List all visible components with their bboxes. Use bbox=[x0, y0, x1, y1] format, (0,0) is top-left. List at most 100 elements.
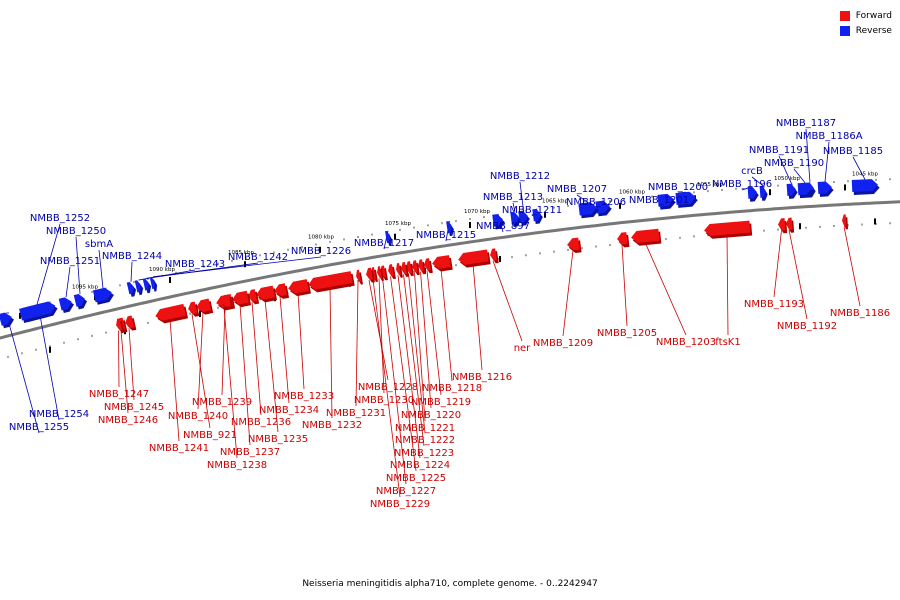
gene-arrow-nmbb_1227 bbox=[380, 265, 388, 281]
gene-arrow-nmbb_1211 bbox=[532, 208, 543, 225]
gene-arrow-nmbb_1239 bbox=[220, 294, 234, 310]
gene-arrow-body bbox=[134, 280, 141, 293]
gene-label-nmbb_1238: NMBB_1238 bbox=[207, 460, 267, 471]
gene-arrow-nmbb_1190 bbox=[797, 182, 814, 199]
gene-arrow-body bbox=[380, 265, 386, 278]
gene-label-nmbb_1234: NMBB_1234 bbox=[259, 405, 319, 416]
gene-label-nmbb_1250: NMBB_1250 bbox=[46, 226, 106, 237]
gene-label-nmbb_1215: NMBB_1215 bbox=[416, 230, 476, 241]
leader-line bbox=[644, 242, 687, 336]
gene-label-nmbb_1224: NMBB_1224 bbox=[390, 460, 450, 471]
gene-label-ner: ner bbox=[514, 343, 531, 354]
gene-arrow-nmbb_921 bbox=[188, 301, 200, 317]
gene-arrows bbox=[0, 179, 880, 334]
gene-arrow-nmbb_1205 bbox=[617, 232, 630, 248]
gene-arrow-nmbb_1251 bbox=[58, 297, 74, 314]
gene-arrow-nmbb_1229 bbox=[371, 267, 378, 283]
gene-arrow-nmbb_897 bbox=[492, 214, 505, 230]
leader-line bbox=[788, 229, 808, 320]
gene-arrow-body bbox=[595, 200, 610, 214]
gene-arrow-nmbb_1235 bbox=[256, 285, 278, 303]
gene-arrow-body bbox=[116, 318, 123, 331]
gene-arrow-body bbox=[396, 262, 401, 276]
leader-line bbox=[130, 261, 133, 282]
gene-arrow-nmbb_1244 bbox=[126, 281, 137, 297]
label-leaders bbox=[5, 128, 866, 498]
leader-line bbox=[621, 244, 628, 327]
gene-label-nmbb_1251: NMBB_1251 bbox=[40, 256, 100, 267]
leader-line bbox=[397, 275, 421, 459]
legend-forward: Forward bbox=[839, 8, 892, 23]
gene-arrow-body bbox=[232, 290, 250, 305]
gene-label-nmbb_1228: NMBB_1228 bbox=[358, 382, 418, 393]
gene-label-nmbb_1213: NMBB_1213 bbox=[483, 192, 543, 203]
gene-label-nmbb_1242: NMBB_1242 bbox=[228, 252, 288, 263]
leader-line bbox=[420, 271, 432, 409]
leader-line bbox=[279, 296, 290, 404]
leader-line bbox=[426, 270, 442, 396]
gene-arrow-body bbox=[188, 301, 198, 315]
gene-arrow-sbma bbox=[92, 287, 114, 305]
gene-label-nmbb_1236: NMBB_1236 bbox=[231, 417, 291, 428]
leader-line bbox=[852, 156, 866, 180]
gene-arrow-body bbox=[220, 294, 232, 308]
gene-arrow-nmbb_1216 bbox=[458, 249, 491, 268]
legend: Forward Reverse bbox=[839, 8, 892, 38]
genome-caption: Neisseria meningitidis alpha710, complet… bbox=[302, 579, 598, 589]
gene-label-nmbb_1226: NMBB_1226 bbox=[291, 246, 351, 257]
gene-arrow-nmbb_1240 bbox=[196, 298, 214, 315]
gene-label-nmbb_1190: NMBB_1190 bbox=[764, 158, 824, 169]
gene-label-nmbb_1237: NMBB_1237 bbox=[220, 447, 280, 458]
gene-arrow-nmbb_1224 bbox=[396, 262, 403, 278]
gene-label-nmbb_1252: NMBB_1252 bbox=[30, 213, 90, 224]
gene-label-nmbb_921: NMBB_921 bbox=[183, 430, 237, 441]
gene-arrow-nmbb_1207 bbox=[578, 202, 599, 219]
scale-label: 1095 kbp bbox=[72, 285, 98, 291]
scale-label: 1070 kbp bbox=[464, 209, 490, 215]
gene-arrow-body bbox=[842, 214, 847, 227]
gene-arrow-body bbox=[786, 217, 793, 230]
gene-label-nmbb_1255: NMBB_1255 bbox=[9, 422, 69, 433]
leader-line bbox=[221, 307, 226, 396]
gene-arrow-nmbb_1209 bbox=[567, 237, 582, 254]
gene-arrow-nmbb_1200 bbox=[675, 191, 698, 208]
leader-line bbox=[118, 330, 120, 388]
legend-reverse: Reverse bbox=[839, 23, 892, 38]
leader-line bbox=[329, 286, 333, 419]
gene-arrow-nmbb_1192 bbox=[786, 217, 795, 233]
gene-arrow-nmbb_1220 bbox=[418, 259, 426, 275]
genome-axis bbox=[0, 200, 900, 340]
gene-label-nmbb_1196: NMBB_1196 bbox=[712, 179, 772, 190]
leader-line bbox=[440, 268, 453, 382]
gene-arrow-body bbox=[446, 221, 452, 234]
gene-arrow-body bbox=[126, 281, 134, 295]
gene-arrow-body bbox=[256, 285, 275, 300]
gene-label-ftsk1: ftsK1 bbox=[715, 337, 740, 348]
leader-line bbox=[793, 168, 806, 184]
leader-line bbox=[239, 304, 251, 446]
leader-line bbox=[197, 311, 204, 410]
gene-label-nmbb_1222: NMBB_1222 bbox=[395, 435, 455, 446]
gene-arrow-nmbb_1228 bbox=[366, 267, 375, 283]
gene-arrow-nmbb_1250 bbox=[73, 293, 88, 310]
gene-arrow-body bbox=[58, 297, 72, 311]
gene-label-nmbb_1246: NMBB_1246 bbox=[98, 415, 158, 426]
scale-label: 1085 kbp bbox=[228, 250, 254, 256]
gene-arrow-nmbb_1203 bbox=[631, 228, 662, 246]
gene-arrow-nmbb_1213 bbox=[510, 211, 521, 227]
gene-arrow-nmbb_1241 bbox=[155, 303, 189, 324]
leader-line bbox=[169, 318, 180, 442]
gene-arrow-nmbb_1223 bbox=[401, 261, 409, 277]
gene-label-nmbb_1211: NMBB_1211 bbox=[502, 205, 562, 216]
gene-arrow-nmbb_1255 bbox=[0, 312, 15, 329]
gene-arrow-nmbb_1245 bbox=[125, 315, 137, 331]
gene-arrow-ner bbox=[490, 248, 499, 264]
gene-label-nmbb_1231: NMBB_1231 bbox=[326, 408, 386, 419]
leader-line bbox=[355, 281, 359, 407]
gene-label-nmbb_1227: NMBB_1227 bbox=[376, 486, 436, 497]
gene-arrow-body bbox=[778, 218, 786, 231]
gene-label-nmbb_1247: NMBB_1247 bbox=[89, 389, 149, 400]
gene-arrow-body bbox=[196, 298, 212, 312]
gene-label-nmbb_1241: NMBB_1241 bbox=[149, 443, 209, 454]
